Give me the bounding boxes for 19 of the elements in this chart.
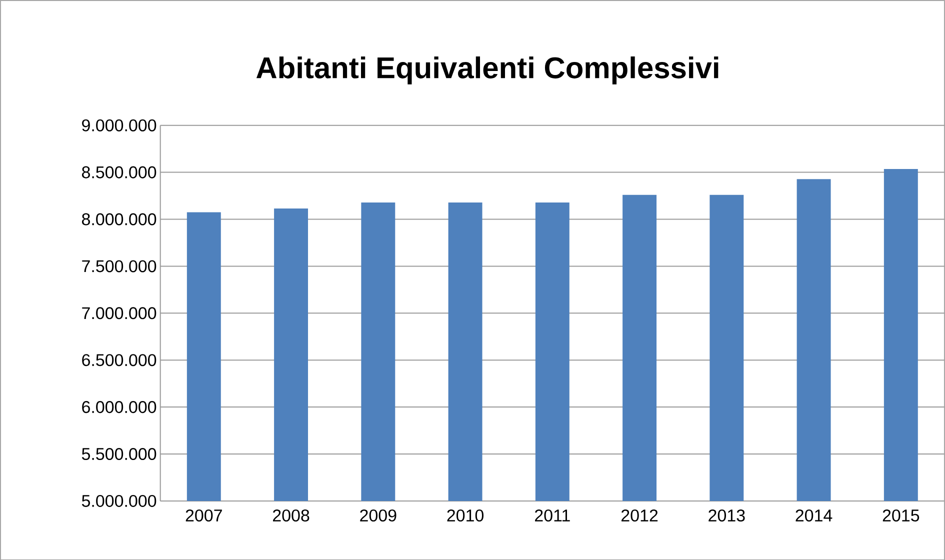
y-tick-label: 7.500.000 bbox=[82, 260, 156, 272]
y-tick-label: 6.500.000 bbox=[82, 354, 156, 366]
x-tick-label: 2014 bbox=[796, 509, 832, 522]
y-tick-label: 7.000.000 bbox=[82, 306, 156, 319]
x-tick-label: 2013 bbox=[708, 509, 745, 522]
y-tick-label: 5.500.000 bbox=[82, 448, 156, 460]
y-tick-label: 8.000.000 bbox=[82, 213, 156, 226]
y-tick-label: 8.500.000 bbox=[82, 166, 156, 178]
chart-title: Abitanti Equivalenti Complessivi bbox=[256, 56, 718, 84]
x-tick-label: 2008 bbox=[273, 509, 310, 522]
x-tick-label: 2009 bbox=[360, 509, 396, 522]
x-tick-label: 2011 bbox=[535, 509, 570, 522]
x-tick-label: 2015 bbox=[882, 509, 920, 522]
y-tick-label: 5.000.000 bbox=[82, 494, 156, 507]
x-tick-label: 2007 bbox=[186, 509, 222, 522]
x-tick-label: 2012 bbox=[622, 509, 658, 522]
y-tick-label: 9.000.000 bbox=[82, 119, 156, 132]
x-tick-label: 2010 bbox=[447, 509, 484, 522]
y-tick-label: 6.000.000 bbox=[82, 400, 156, 413]
